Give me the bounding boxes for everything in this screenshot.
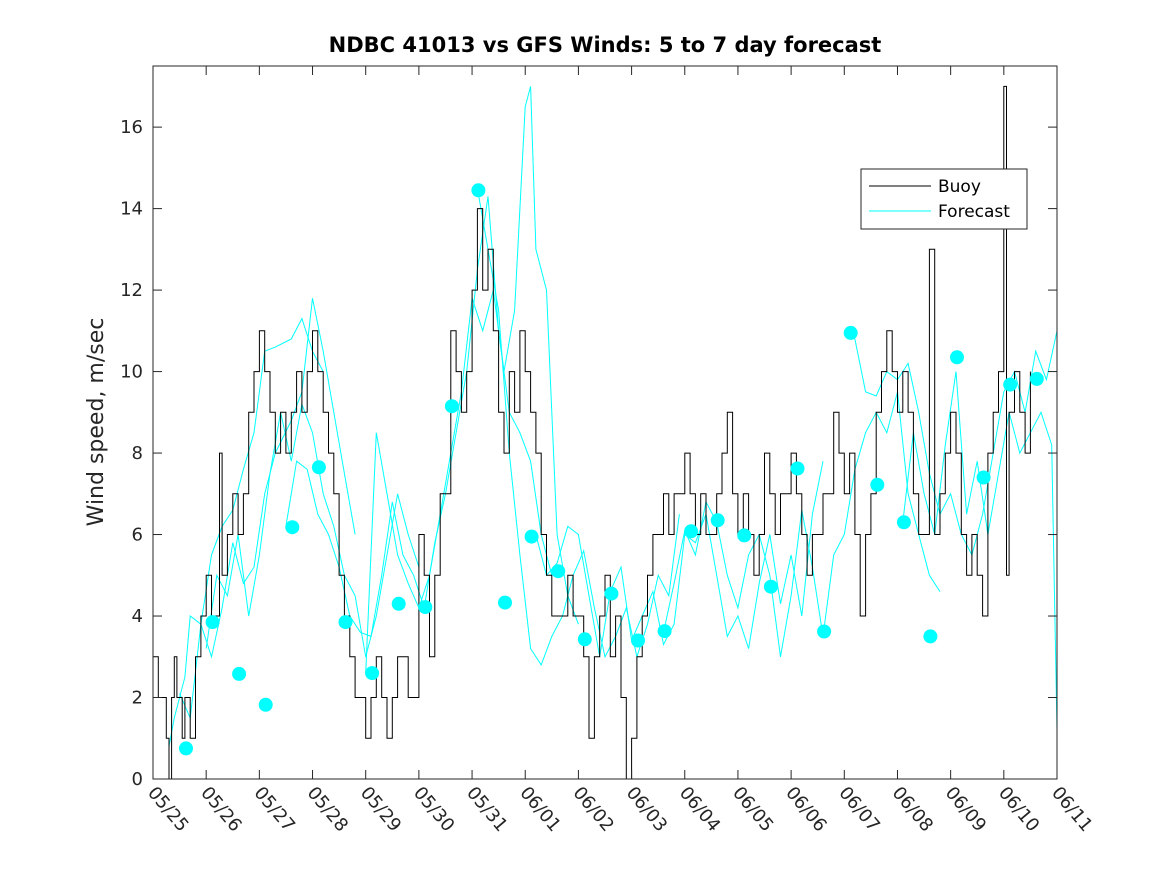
- forecast-point: [577, 632, 592, 647]
- y-tick-label: 16: [120, 117, 143, 138]
- forecast-point: [790, 461, 805, 476]
- forecast-point: [179, 741, 193, 756]
- forecast-point: [205, 615, 220, 630]
- forecast-point: [365, 666, 380, 681]
- legend-forecast-label: Forecast: [938, 202, 1010, 222]
- forecast-point: [817, 624, 832, 639]
- forecast-point: [763, 579, 778, 594]
- forecast-point: [232, 666, 247, 681]
- forecast-point: [923, 629, 938, 644]
- legend: Buoy Forecast: [860, 168, 1028, 230]
- forecast-point: [976, 470, 991, 485]
- forecast-series-line: [476, 188, 680, 667]
- chart-title: NDBC 41013 vs GFS Winds: 5 to 7 day fore…: [329, 33, 882, 57]
- forecast-point: [524, 529, 539, 544]
- forecast-series-line: [205, 402, 420, 657]
- buoy-series-line: [153, 85, 1031, 780]
- axes-box: [152, 65, 1058, 780]
- y-tick-label: 8: [132, 443, 143, 464]
- y-tick-label: 0: [132, 769, 143, 790]
- forecast-point: [1003, 377, 1018, 392]
- forecast-point: [843, 325, 858, 340]
- y-tick-label: 14: [120, 199, 143, 220]
- forecast-point: [444, 399, 459, 414]
- forecast-point: [950, 350, 964, 365]
- forecast-series-line: [179, 298, 356, 720]
- forecast-point: [684, 524, 699, 539]
- forecast-point: [737, 528, 752, 543]
- legend-buoy-label: Buoy: [938, 177, 981, 197]
- forecast-point: [471, 183, 486, 198]
- forecast-point: [896, 515, 911, 530]
- legend-box: [860, 168, 1028, 230]
- forecast-point: [418, 600, 433, 615]
- forecast-point: [285, 520, 300, 535]
- y-tick-label: 6: [132, 525, 143, 546]
- forecast-point: [551, 564, 566, 579]
- forecast-point: [631, 633, 645, 648]
- series-layer: [153, 85, 1058, 780]
- forecast-point: [870, 477, 885, 492]
- forecast-series-line: [365, 86, 579, 674]
- forecast-point: [604, 586, 619, 601]
- y-axis-label: Wind speed, m/sec: [84, 318, 109, 527]
- forecast-series-line: [168, 317, 324, 747]
- forecast-point: [338, 615, 353, 630]
- forecast-point: [657, 624, 672, 639]
- y-tick-label: 12: [120, 280, 143, 301]
- forecast-point: [710, 513, 725, 528]
- forecast-point: [311, 460, 326, 475]
- y-tick-label: 10: [120, 362, 143, 383]
- forecast-points-layer: [179, 183, 1044, 756]
- forecast-series-line: [849, 330, 1058, 557]
- forecast-point: [258, 697, 273, 712]
- y-tick-label: 4: [132, 606, 143, 627]
- forecast-series-line: [535, 461, 824, 657]
- forecast-point: [1029, 371, 1044, 386]
- forecast-point: [498, 595, 512, 610]
- axes-layer: [152, 65, 1058, 780]
- y-tick-label: 2: [132, 688, 143, 709]
- forecast-point: [391, 596, 406, 611]
